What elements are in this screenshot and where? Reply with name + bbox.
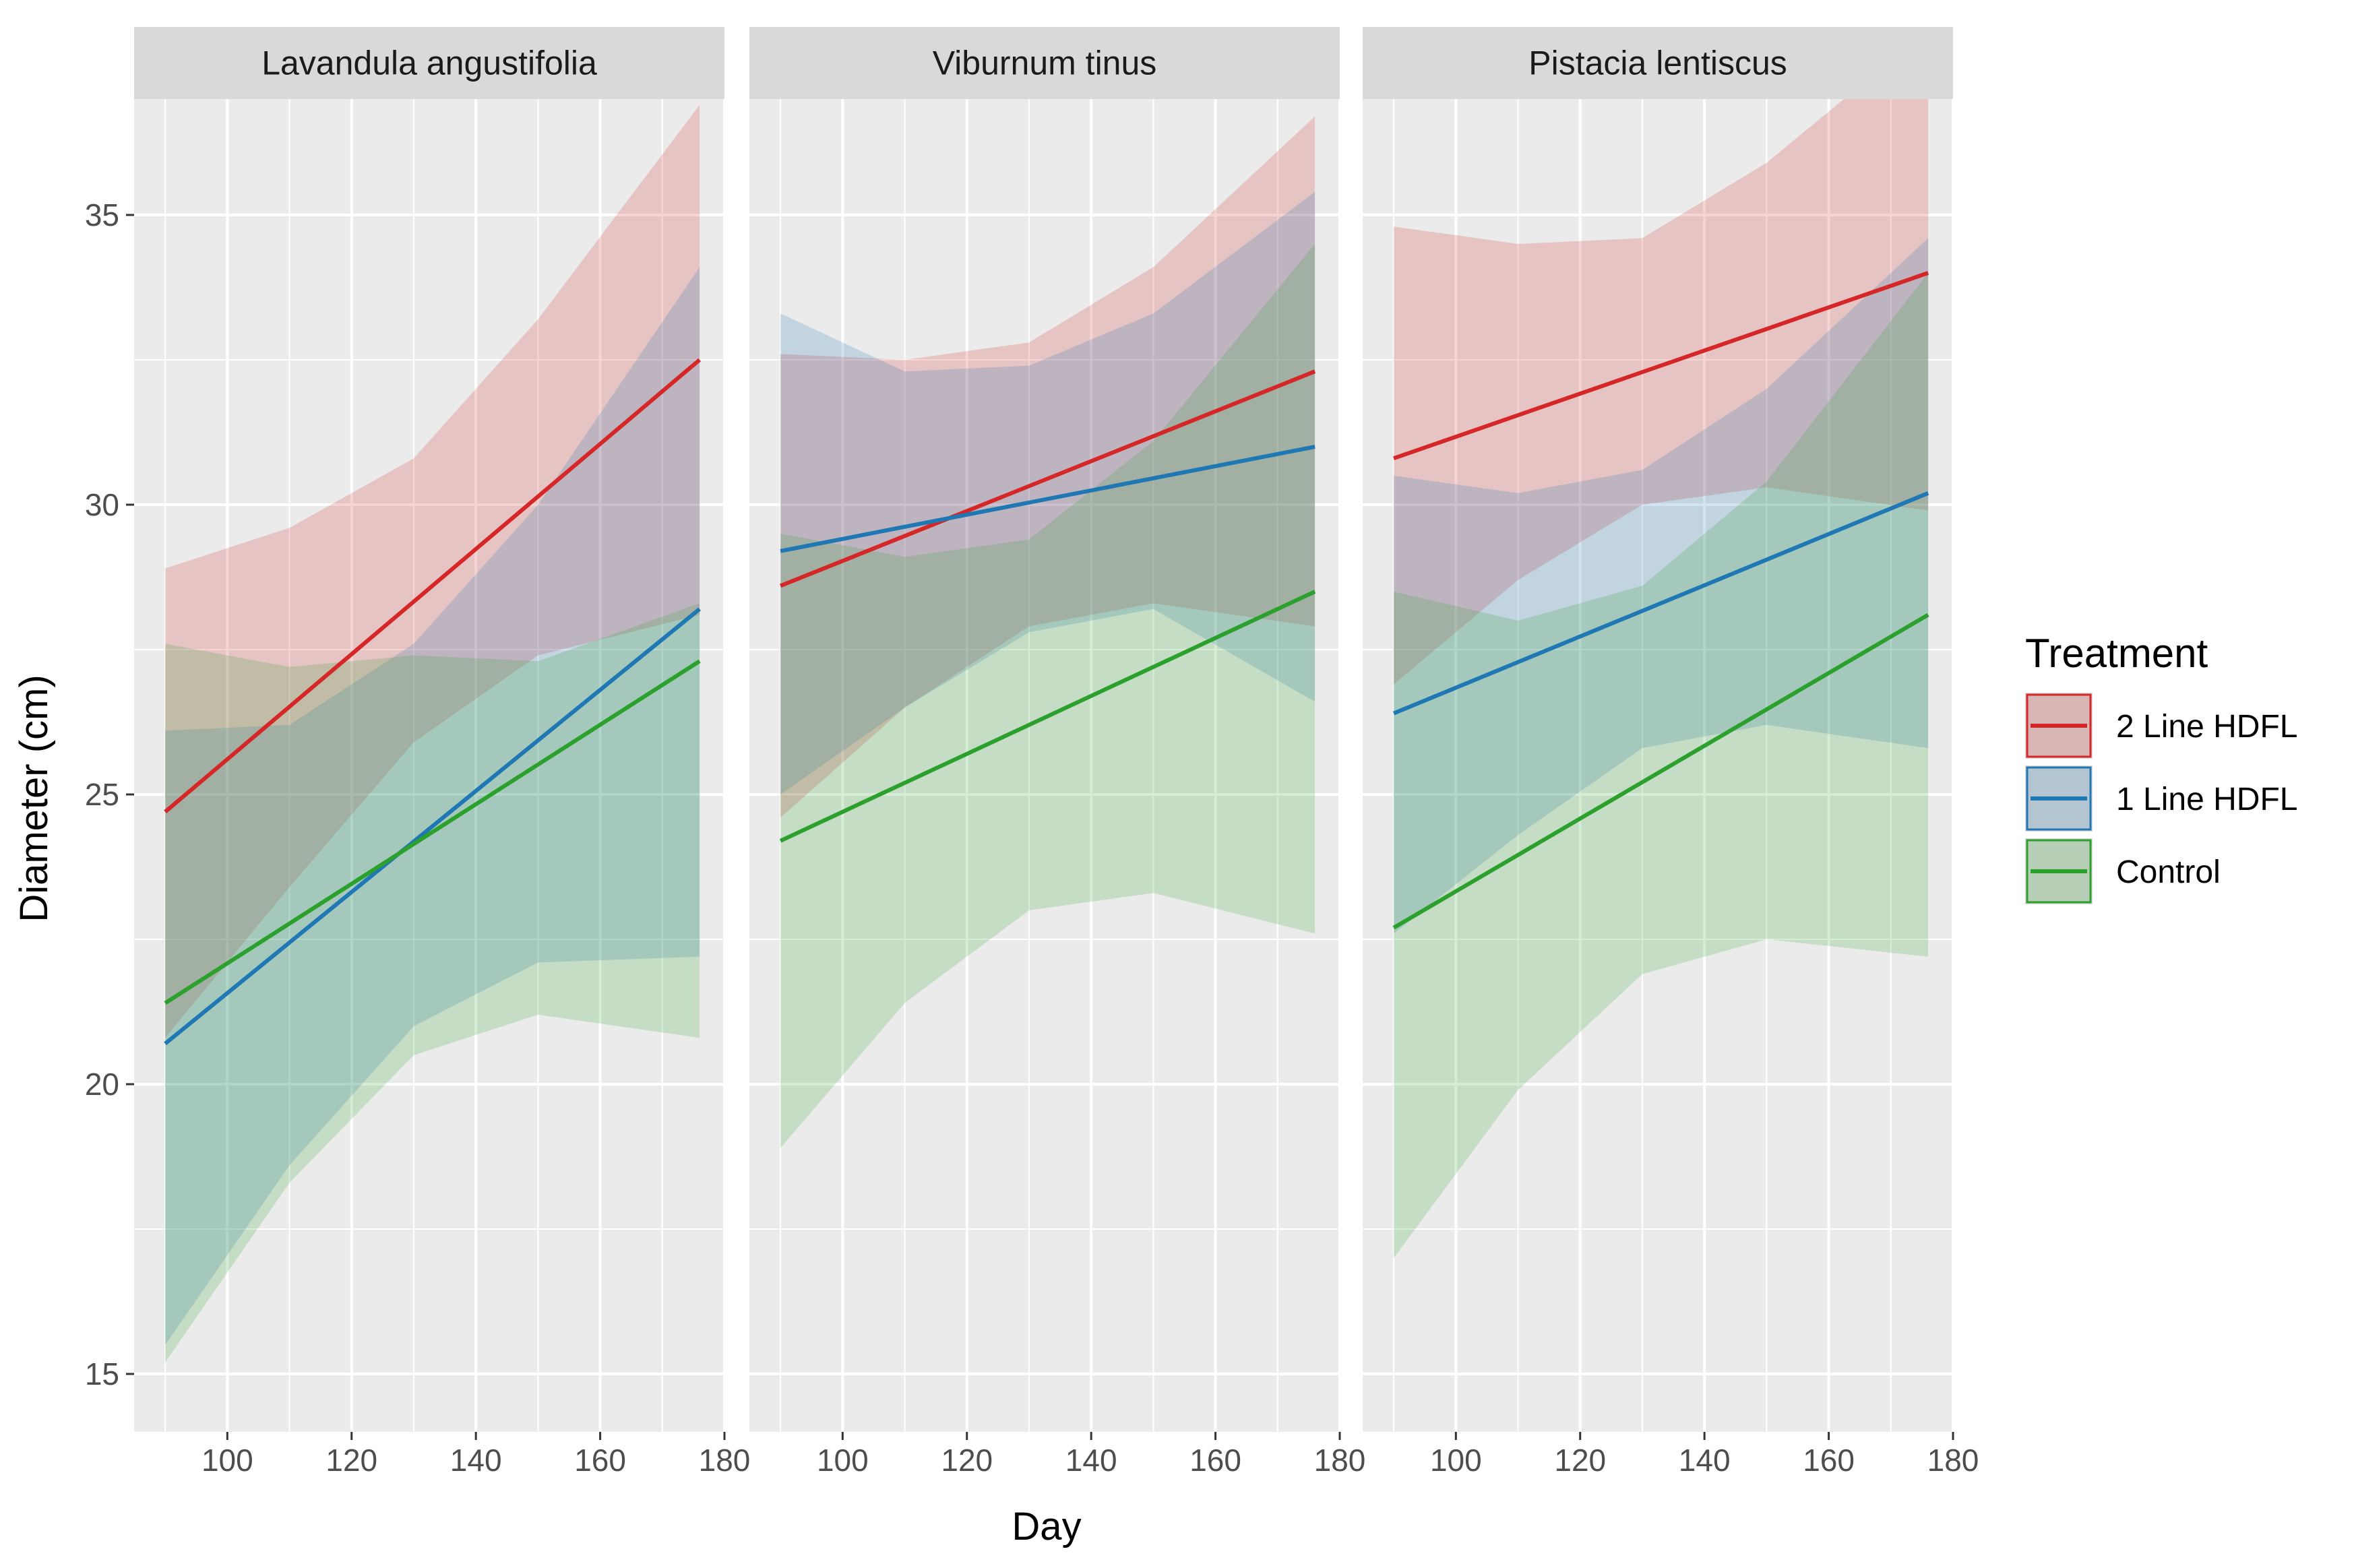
x-tick-label: 180 [699, 1443, 751, 1478]
y-tick-label: 25 [85, 777, 119, 812]
x-tick-label: 120 [941, 1443, 993, 1478]
x-tick-label: 160 [1189, 1443, 1241, 1478]
series-line [779, 590, 1316, 843]
confidence-ribbon [780, 244, 1315, 1148]
facet-title: Viburnum tinus [933, 44, 1157, 82]
panel-background [1363, 99, 1953, 1432]
facet-panel: Viburnum tinus 100 120 140 160 180 [749, 27, 1365, 1478]
x-tick-label: 100 [1430, 1443, 1482, 1478]
facet-panel: Pistacia lentiscus 100 120 140 160 180 [1363, 27, 1979, 1478]
legend-label: 2 Line HDFL [2116, 709, 2297, 745]
legend-label: 1 Line HDFL [2116, 782, 2297, 817]
confidence-ribbon [780, 116, 1315, 818]
confidence-ribbon [1394, 238, 1929, 934]
confidence-ribbon [780, 191, 1315, 795]
series-line [1392, 613, 1929, 930]
series-line [1392, 491, 1929, 716]
series-line [164, 607, 701, 1046]
legend-entry: 2 Line HDFL [2025, 693, 2297, 759]
facet-title: Pistacia lentiscus [1528, 44, 1787, 82]
x-axis-title: Day [1012, 1505, 1081, 1548]
legend-entry: 1 Line HDFL [2025, 765, 2297, 832]
x-tick-label: 140 [450, 1443, 502, 1478]
legend-title: Treatment [2025, 631, 2208, 676]
y-axis-title: Diameter (cm) [12, 675, 56, 922]
facet-panel: Lavandula angustifolia 100 120 140 160 180 15 2… [85, 27, 751, 1478]
series-line [779, 369, 1316, 588]
y-tick-label: 15 [85, 1356, 119, 1391]
series-line [780, 445, 1315, 553]
x-tick-label: 160 [1803, 1443, 1855, 1478]
legend: Treatment 2 Line HDFL 1 Line HDFL Control [2025, 631, 2297, 904]
y-tick-label: 30 [85, 487, 119, 522]
x-tick-label: 120 [326, 1443, 377, 1478]
y-tick-label: 20 [85, 1067, 119, 1102]
confidence-ribbon [1394, 29, 1929, 685]
facet-strip [134, 27, 724, 99]
x-tick-label: 180 [1314, 1443, 1366, 1478]
panel-background [749, 99, 1340, 1432]
confidence-ribbon [1394, 273, 1929, 1258]
confidence-ribbon [165, 267, 700, 1345]
x-tick-label: 100 [202, 1443, 253, 1478]
x-tick-label: 140 [1679, 1443, 1731, 1478]
series-line [1393, 271, 1929, 461]
x-tick-label: 120 [1554, 1443, 1606, 1478]
panels: Lavandula angustifolia 100 120 140 160 180 15 2… [85, 27, 1979, 1478]
x-tick-label: 180 [1927, 1443, 1979, 1478]
confidence-ribbon [165, 104, 700, 1038]
facet-title: Lavandula angustifolia [261, 44, 597, 82]
confidence-ribbon [165, 603, 700, 1362]
panel-background [134, 99, 724, 1432]
facet-strip [1363, 27, 1953, 99]
legend-label: Control [2116, 854, 2221, 890]
x-tick-label: 100 [817, 1443, 869, 1478]
facet-strip [749, 27, 1340, 99]
y-tick-label: 35 [85, 197, 119, 232]
legend-entry: Control [2025, 838, 2221, 904]
x-tick-label: 160 [574, 1443, 626, 1478]
series-line [164, 358, 702, 814]
series-line [164, 659, 701, 1005]
x-tick-label: 140 [1065, 1443, 1117, 1478]
